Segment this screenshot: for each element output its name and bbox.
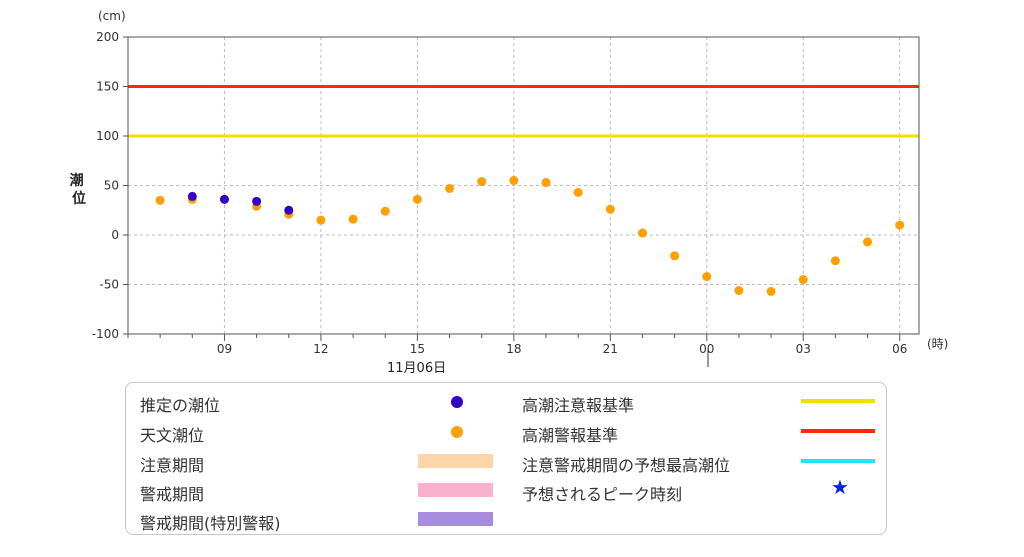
y-tick-label: 200 bbox=[96, 30, 119, 44]
x-tick-label: 18 bbox=[506, 342, 521, 356]
legend-astronomical-dot bbox=[451, 426, 463, 438]
data-point bbox=[830, 256, 840, 266]
legend-warning-level-label: 高潮警報基準 bbox=[522, 426, 619, 445]
data-point bbox=[702, 272, 712, 282]
x-tick-label: 06 bbox=[892, 342, 907, 356]
legend: 推定の潮位 天文潮位 注意期間 警戒期間 警戒期間(特別警報) 高潮注意報基準 … bbox=[125, 382, 887, 535]
data-point bbox=[895, 220, 905, 230]
data-point bbox=[155, 195, 165, 205]
data-point bbox=[412, 194, 422, 204]
legend-special-warning-period-label: 警戒期間(特別警報) bbox=[140, 514, 281, 533]
x-ticks: 09 12 15 18 21 00 03 06 bbox=[127, 334, 907, 356]
data-point bbox=[284, 205, 294, 215]
data-point bbox=[863, 237, 873, 247]
threshold-lines bbox=[128, 85, 919, 138]
legend-advisory-level-label: 高潮注意報基準 bbox=[522, 396, 635, 415]
data-point bbox=[380, 206, 390, 216]
legend-caution-period-swatch bbox=[418, 454, 493, 468]
data-point bbox=[219, 194, 229, 204]
y-tick-label: 0 bbox=[111, 228, 119, 242]
date-label: 11月06日 bbox=[387, 361, 446, 376]
x-tick-label: 03 bbox=[796, 342, 811, 356]
data-point bbox=[670, 251, 680, 261]
y-tick-label: 100 bbox=[96, 129, 119, 143]
legend-warning-level-line bbox=[801, 429, 875, 433]
legend-special-warning-period-swatch bbox=[418, 512, 493, 526]
legend-forecast-max-label: 注意警戒期間の予想最高潮位 bbox=[522, 456, 731, 475]
data-point bbox=[187, 191, 197, 201]
data-point bbox=[637, 228, 647, 238]
legend-forecast-max-line bbox=[801, 459, 875, 463]
data-point bbox=[252, 196, 262, 206]
data-point bbox=[509, 176, 519, 186]
grid bbox=[128, 37, 919, 334]
x-tick-label: 15 bbox=[410, 342, 425, 356]
data-point bbox=[316, 215, 326, 225]
data-point bbox=[477, 177, 487, 187]
legend-estimated-dot bbox=[451, 396, 463, 408]
legend-astronomical-label: 天文潮位 bbox=[140, 426, 205, 445]
legend-peak-time-star-icon: ★ bbox=[831, 475, 849, 499]
legend-warning-period-label: 警戒期間 bbox=[140, 485, 205, 504]
x-tick-label: 12 bbox=[313, 342, 328, 356]
data-points bbox=[155, 176, 905, 296]
y-tick-label: 50 bbox=[104, 179, 119, 193]
y-tick-label: -50 bbox=[99, 278, 119, 292]
y-ticks: -100 -50 0 50 100 150 200 bbox=[92, 30, 128, 341]
legend-advisory-level-line bbox=[801, 399, 875, 403]
data-point bbox=[445, 183, 455, 193]
legend-estimated-label: 推定の潮位 bbox=[140, 396, 221, 415]
y-unit-label: (cm) bbox=[98, 9, 126, 23]
legend-caution-period-label: 注意期間 bbox=[140, 456, 205, 475]
y-axis-label: 潮 位 bbox=[70, 172, 89, 207]
y-tick-label: -100 bbox=[92, 327, 119, 341]
data-point bbox=[541, 178, 551, 188]
legend-warning-period-swatch bbox=[418, 483, 493, 497]
data-point bbox=[573, 187, 583, 197]
x-tick-label: 09 bbox=[217, 342, 232, 356]
legend-peak-time-label: 予想されるピーク時刻 bbox=[522, 485, 683, 504]
x-tick-label: 00 bbox=[699, 342, 714, 356]
y-tick-label: 150 bbox=[96, 80, 119, 94]
data-point bbox=[766, 286, 776, 296]
x-unit-label: (時) bbox=[927, 337, 948, 351]
x-tick-label: 21 bbox=[603, 342, 618, 356]
data-point bbox=[734, 285, 744, 295]
data-point bbox=[798, 275, 808, 285]
data-point bbox=[605, 204, 615, 214]
data-point bbox=[348, 214, 358, 224]
